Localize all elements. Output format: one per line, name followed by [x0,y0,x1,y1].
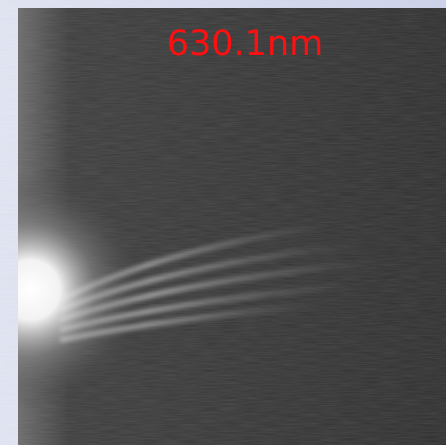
page: 630.1nm (() => { const data = JSON.parse… [0,0,446,445]
scene: 630.1nm [0,0,446,445]
bright-spot [18,160,218,420]
wavelength-label: 630.1nm [167,24,323,64]
